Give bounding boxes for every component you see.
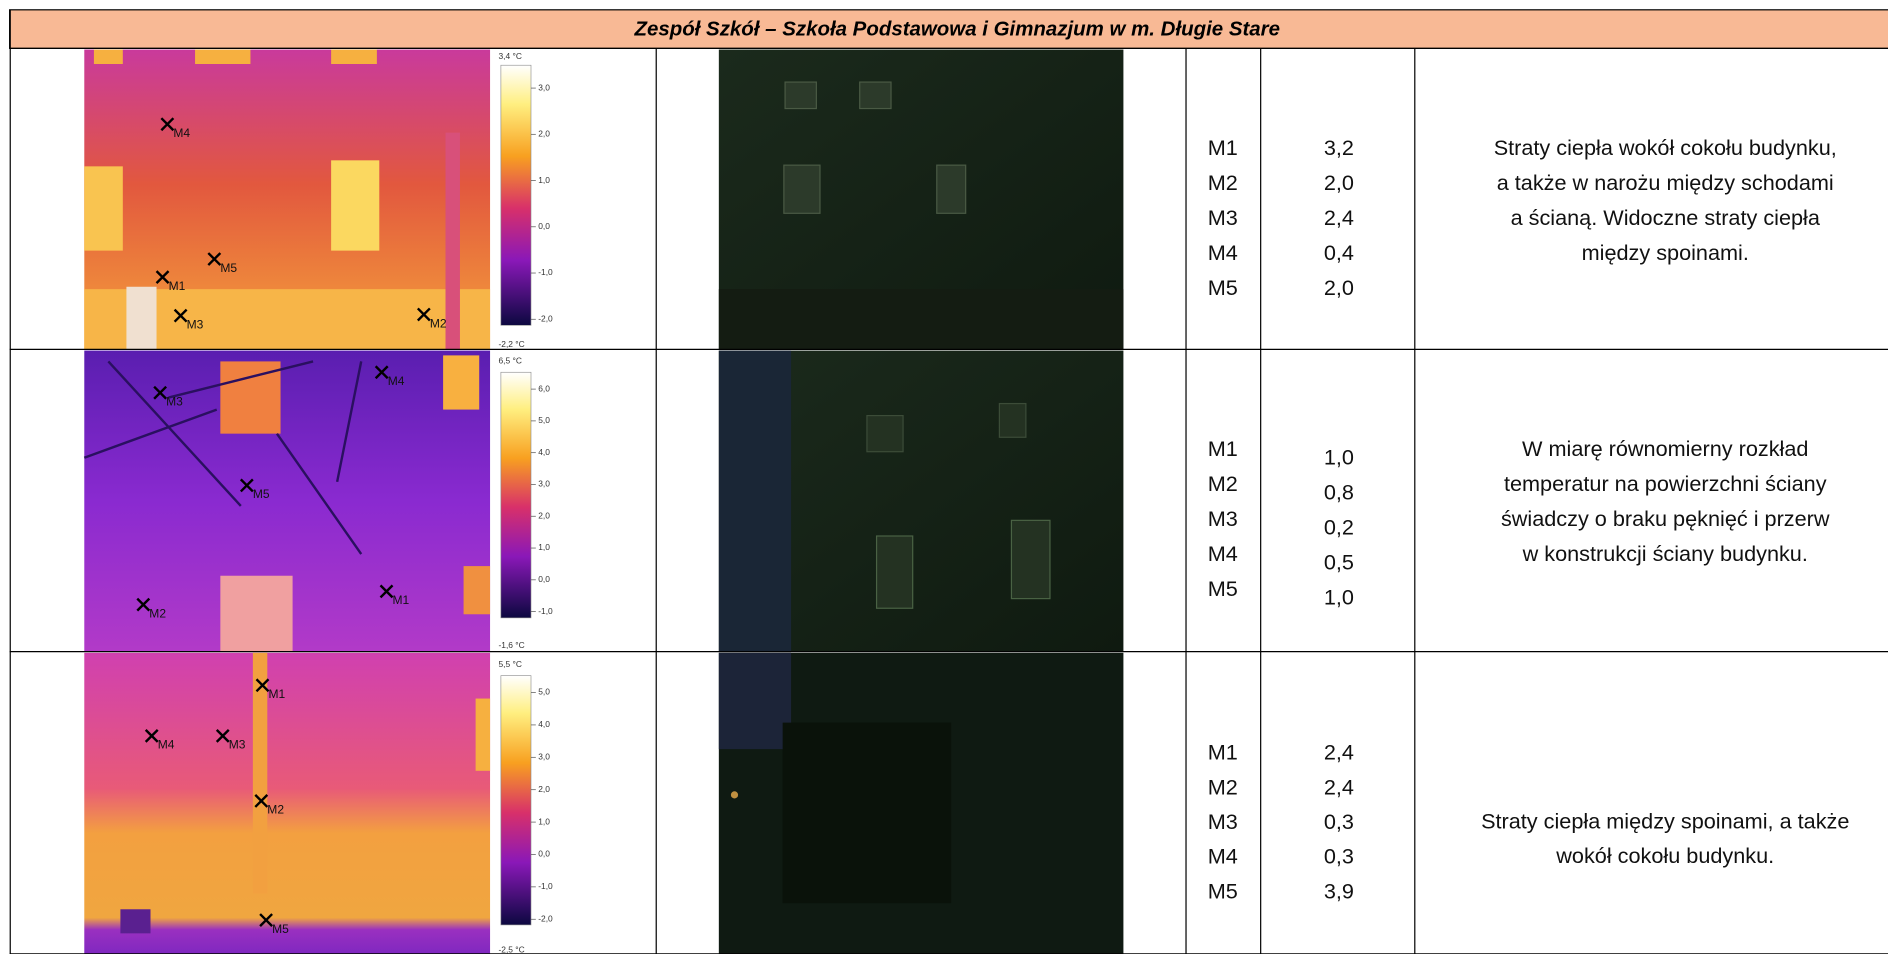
scale-tick-label: -2,0 <box>538 313 553 323</box>
photo-2 <box>719 351 1124 652</box>
marker-label: M1 <box>269 687 286 701</box>
marker-label: M3 <box>229 738 246 752</box>
point-value: 0,5 <box>1324 549 1354 574</box>
scale-max: 6,5 °C <box>498 356 521 366</box>
point-label: M4 <box>1208 844 1238 869</box>
marker-label: M4 <box>388 374 405 388</box>
point-value: 2,0 <box>1324 275 1354 300</box>
scale-max: 3,4 °C <box>498 51 521 61</box>
scale-tick-label: 0,0 <box>538 221 550 231</box>
point-label: M2 <box>1208 471 1238 496</box>
title: Zespół Szkół – Szkoła Podstawowa i Gimna… <box>633 18 1280 41</box>
photo-1 <box>719 50 1124 350</box>
scale-tick-label: 2,0 <box>538 784 550 794</box>
marker-label: M2 <box>149 606 166 620</box>
description-line: między spoinami. <box>1582 240 1749 265</box>
marker-label: M5 <box>253 487 270 501</box>
scale-min: -2,2 °C <box>498 339 524 349</box>
description-line: wokół cokołu budynku. <box>1555 843 1774 868</box>
marker-label: M4 <box>173 126 190 140</box>
point-value: 0,3 <box>1324 809 1354 834</box>
marker-label: M5 <box>272 922 289 936</box>
point-label: M5 <box>1208 878 1238 903</box>
marker-label: M3 <box>166 395 183 409</box>
scale-bar <box>501 372 531 618</box>
scale-tick-label: 1,0 <box>538 816 550 826</box>
description-line: temperatur na powierzchni ściany <box>1504 471 1827 496</box>
point-label: M1 <box>1208 740 1238 765</box>
point-value: 2,0 <box>1324 170 1354 195</box>
scale-tick-label: 0,0 <box>538 574 550 584</box>
scale-tick-label: 0,0 <box>538 849 550 859</box>
point-label: M3 <box>1208 205 1238 230</box>
description-line: w konstrukcji ściany budynku. <box>1522 541 1808 566</box>
point-label: M2 <box>1208 170 1238 195</box>
description-line: Straty ciepła wokół cokołu budynku, <box>1494 135 1837 160</box>
scale-tick-label: -2,0 <box>538 913 553 923</box>
marker-label: M1 <box>393 593 410 607</box>
scale-tick-label: 3,0 <box>538 82 550 92</box>
marker-label: M4 <box>158 738 175 752</box>
point-label: M3 <box>1208 809 1238 834</box>
thermal-image-1 <box>84 50 490 350</box>
point-value: 2,4 <box>1324 774 1354 799</box>
scale-bar <box>501 676 531 925</box>
thermal-image-3 <box>84 653 490 954</box>
point-value: 2,4 <box>1324 740 1354 765</box>
scale-tick-label: 2,0 <box>538 129 550 139</box>
point-value: 0,8 <box>1324 480 1354 505</box>
point-label: M3 <box>1208 506 1238 531</box>
scale-tick-label: 6,0 <box>538 383 550 393</box>
scale-tick-label: 4,0 <box>538 447 550 457</box>
scale-bar <box>501 65 531 325</box>
scale-max: 5,5 °C <box>498 659 521 669</box>
description-line: a ścianą. Widoczne straty ciepła <box>1511 205 1821 230</box>
point-label: M5 <box>1208 275 1238 300</box>
point-value: 1,0 <box>1324 584 1354 609</box>
marker-label: M2 <box>430 316 447 330</box>
scale-tick-label: 4,0 <box>538 719 550 729</box>
photo-3 <box>719 653 1124 954</box>
point-value: 0,2 <box>1324 514 1354 539</box>
scale-tick-label: 2,0 <box>538 510 550 520</box>
description-line: W miarę równomierny rozkład <box>1522 436 1808 461</box>
scale-min: -2,5 °C <box>498 944 524 954</box>
point-value: 3,2 <box>1324 135 1354 160</box>
point-label: M2 <box>1208 774 1238 799</box>
scale-tick-label: 1,0 <box>538 542 550 552</box>
point-label: M1 <box>1208 135 1238 160</box>
page: Zespół Szkół – Szkoła Podstawowa i Gimna… <box>0 0 1888 954</box>
point-label: M4 <box>1208 240 1238 265</box>
marker-label: M2 <box>267 803 284 817</box>
scale-tick-label: -1,0 <box>538 606 553 616</box>
scale-tick-label: 3,0 <box>538 479 550 489</box>
point-value: 2,4 <box>1324 205 1354 230</box>
scale-min: -1,6 °C <box>498 640 524 650</box>
point-value: 0,4 <box>1324 240 1354 265</box>
scale-tick-label: 3,0 <box>538 752 550 762</box>
point-label: M5 <box>1208 576 1238 601</box>
scale-tick-label: -1,0 <box>538 881 553 891</box>
marker-label: M3 <box>187 317 204 331</box>
marker-label: M5 <box>220 261 237 275</box>
point-label: M1 <box>1208 436 1238 461</box>
description-line: świadczy o braku pęknięć i przerw <box>1501 506 1830 531</box>
scale-tick-label: -1,0 <box>538 267 553 277</box>
marker-label: M1 <box>169 279 186 293</box>
point-value: 0,3 <box>1324 844 1354 869</box>
point-value: 3,9 <box>1324 878 1354 903</box>
description-line: Straty ciepła między spoinami, a także <box>1481 808 1849 833</box>
description-line: a także w narożu między schodami <box>1497 170 1834 195</box>
scale-tick-label: 5,0 <box>538 687 550 697</box>
point-value: 1,0 <box>1324 445 1354 470</box>
point-label: M4 <box>1208 541 1238 566</box>
scale-tick-label: 5,0 <box>538 415 550 425</box>
scale-tick-label: 1,0 <box>538 175 550 185</box>
